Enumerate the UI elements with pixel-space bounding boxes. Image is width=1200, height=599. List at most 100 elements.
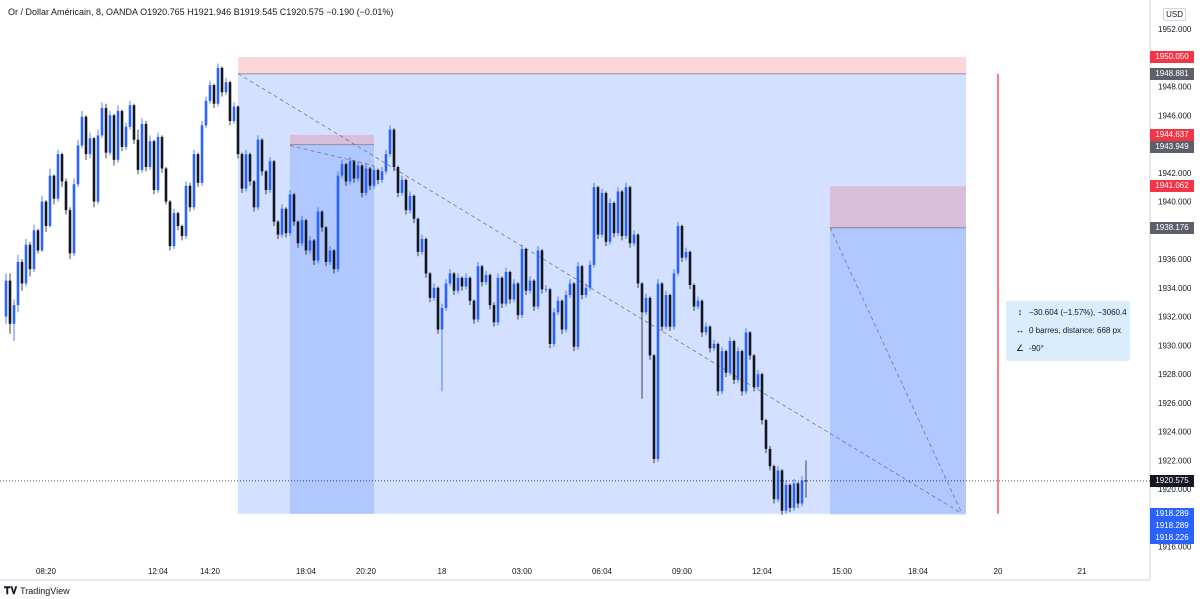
candle-body [300, 220, 304, 244]
time-axis-tick: 15:00 [832, 567, 853, 576]
time-axis-tick: 09:00 [672, 567, 693, 576]
candle-body [504, 272, 508, 304]
candle-body [20, 261, 24, 284]
time-axis-tick: 12:04 [148, 567, 169, 576]
candle-body [328, 250, 332, 262]
candle-body [696, 300, 700, 307]
candle-body [32, 230, 36, 270]
candle-body [464, 277, 468, 287]
candle-body [764, 420, 768, 449]
candle-body [332, 250, 336, 270]
legend-open: O1920.765 [140, 7, 185, 17]
candle-body [428, 273, 432, 298]
time-axis-tick: 06:04 [592, 567, 613, 576]
candle-body [680, 226, 684, 258]
candle-body [108, 115, 112, 153]
candle-body [624, 187, 628, 237]
candle-body [192, 154, 196, 208]
stop-zone-0 [238, 57, 966, 74]
candle-body [96, 135, 100, 202]
candle-body [324, 227, 328, 262]
candle-body [380, 171, 384, 180]
candle-body [284, 208, 288, 234]
price-tag: 1938.176 [1150, 221, 1194, 234]
candle-body [16, 261, 20, 306]
measure-bars-row: ↔ 0 barres, distance: 668 px [1014, 325, 1122, 335]
candle-body [776, 470, 780, 500]
price-axis-tick: 1940.000 [1158, 198, 1192, 207]
candle-body [732, 341, 736, 380]
candle-body [636, 234, 640, 284]
candle-body [4, 280, 8, 317]
measure-angle-row: ∠ -90° [1014, 343, 1044, 354]
candle-body [644, 297, 648, 313]
footer-brand[interactable]: 𝐓𝐕 TradingView [4, 584, 70, 598]
candle-body [708, 326, 712, 349]
candle-body [412, 195, 416, 219]
price-axis-tick: 1916.000 [1158, 543, 1192, 552]
price-tag: 1918.289 [1150, 519, 1194, 532]
candle-body [648, 297, 652, 356]
candle-body [584, 287, 588, 296]
candle-body [432, 287, 436, 298]
candle-body [752, 355, 756, 388]
candle-body [148, 141, 152, 168]
candle-body [524, 249, 528, 291]
measure-angle-text: -90° [1029, 344, 1044, 353]
candle-body [136, 139, 140, 170]
candle-body [592, 187, 596, 265]
candle-body [224, 82, 228, 93]
candle-body [396, 167, 400, 193]
time-axis-tick: 08:20 [36, 567, 57, 576]
dashed-trend-line-short [289, 145, 375, 166]
candle-body [268, 161, 272, 191]
measure-bars-text: 0 barres, distance: 668 px [1029, 325, 1122, 335]
stop-zone-1 [290, 134, 374, 145]
price-tag: 1920.575 [1150, 474, 1194, 487]
candle-body [804, 480, 808, 482]
time-axis-tick: 20:20 [356, 567, 377, 576]
candle-body [760, 374, 764, 421]
candle-body [24, 244, 28, 284]
candle-body [12, 305, 16, 324]
candle-body [500, 277, 504, 304]
price-axis-tick: 1946.000 [1158, 111, 1192, 120]
price-tag: 1941.062 [1150, 180, 1194, 193]
candle-body [312, 240, 316, 261]
candle-body [600, 192, 604, 235]
candle-body [352, 161, 356, 179]
candle-body [608, 202, 612, 242]
candle-body [116, 110, 120, 160]
candle-body [140, 123, 144, 170]
candle-body [692, 284, 696, 307]
dashed-trend-line-final [829, 227, 963, 514]
price-axis-tick: 1948.000 [1158, 83, 1192, 92]
candle-body [72, 184, 76, 254]
candle-body [8, 280, 12, 324]
candle-body [168, 201, 172, 247]
candle-body [256, 139, 260, 208]
candle-body [496, 277, 500, 323]
candle-body [632, 234, 636, 244]
candle-body [344, 164, 348, 182]
candle-body [404, 179, 408, 211]
candle-body [160, 136, 164, 169]
candle-body [660, 283, 664, 327]
tradingview-logo-icon: 𝐓𝐕 [4, 585, 18, 597]
candle-body [276, 221, 280, 235]
candle-body [356, 165, 360, 179]
candle-body [376, 169, 380, 180]
candle-body [64, 181, 68, 211]
candle-body [36, 230, 40, 251]
currency-button[interactable]: USD [1163, 8, 1186, 21]
candle-body [164, 168, 168, 202]
candle-body [512, 283, 516, 300]
price-axis-tick: 1930.000 [1158, 341, 1192, 350]
price-tag: 1944.637 [1150, 128, 1194, 141]
price-axis-tick: 1926.000 [1158, 399, 1192, 408]
candle-body [744, 332, 748, 392]
candle-body [480, 266, 484, 283]
candle-body [388, 129, 392, 155]
